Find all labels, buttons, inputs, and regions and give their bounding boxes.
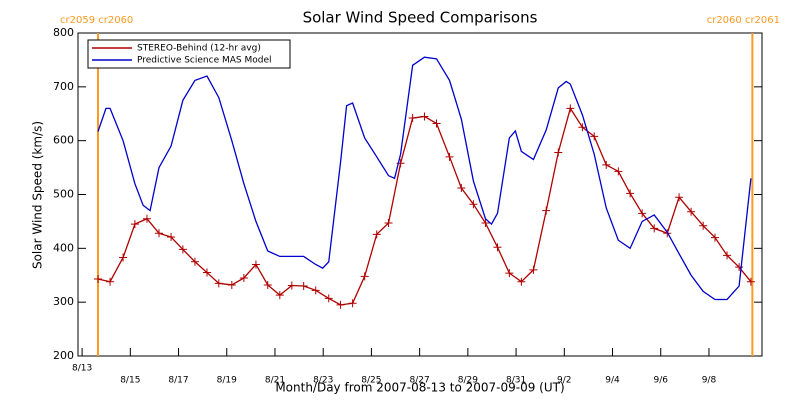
data-point [311,286,320,295]
x-tick-label: 8/19 [217,376,237,386]
data-point [106,277,115,286]
plot-frame [77,32,763,357]
x-tick-label: 9/8 [702,376,717,386]
data-point [384,219,393,228]
y-tick-label: 500 [53,188,74,201]
data-point [299,282,308,291]
data-point [710,233,719,242]
data-point [94,275,103,284]
data-point [542,206,551,215]
x-tick-label: 9/2 [557,376,571,386]
x-tick-label: 8/21 [265,376,285,386]
data-point [155,229,164,238]
data-point [142,214,151,223]
data-point [481,219,490,228]
data-point [723,251,732,260]
data-point [202,268,211,277]
data-point [675,193,684,202]
x-axis-label: Month/Day from 2007-08-13 to 2007-09-09 … [275,381,564,395]
y-tick-label: 700 [53,80,74,93]
x-tick-label: 8/15 [120,376,140,386]
data-point [457,184,466,193]
data-point [505,269,514,278]
legend-label: STEREO-Behind (12-hr avg) [137,44,261,54]
data-point [493,243,502,252]
data-point [469,200,478,209]
data-point [590,132,599,141]
data-point [372,230,381,239]
data-point [517,277,526,286]
data-point [287,281,296,290]
x-tick-label: 8/23 [313,376,333,386]
data-point [348,299,357,308]
data-point [420,112,429,121]
data-point [626,189,635,198]
series-line [97,56,752,301]
data-point [190,257,199,266]
data-point [638,209,647,218]
y-tick-label: 600 [53,134,74,147]
data-point [445,152,454,161]
data-point [119,253,128,262]
x-tick-label: 9/4 [605,376,620,386]
data-point [408,114,417,123]
y-tick-label: 200 [53,349,74,362]
data-point [227,280,236,289]
data-point [566,104,575,113]
x-tick-label: 8/27 [410,376,430,386]
data-point [650,224,659,233]
data-point [554,148,563,157]
data-point [275,291,284,300]
data-point [214,279,223,288]
y-tick-label: 400 [53,241,74,254]
data-point [699,221,708,230]
x-tick-label: 8/17 [168,376,188,386]
legend-box [87,39,291,69]
data-point [360,272,369,281]
data-point [614,167,623,176]
data-point [578,123,587,132]
data-point [336,300,345,309]
data-point [263,280,272,289]
data-point [239,273,248,282]
data-point [687,207,696,216]
x-tick-label: 8/29 [458,376,478,386]
legend-label: Predictive Science MAS Model [137,56,272,66]
x-tick-label: 8/13 [72,364,92,374]
boundary-label: cr2060 cr2061 [707,15,780,26]
y-tick-label: 300 [53,295,74,308]
boundary-label: cr2059 cr2060 [60,15,133,26]
data-point [432,119,441,128]
data-point [324,294,333,303]
x-tick-label: 8/31 [506,376,526,386]
y-axis-label: Solar Wind Speed (km/s) [31,121,45,269]
data-point [529,265,538,274]
data-point [178,245,187,254]
data-point [602,160,611,169]
x-tick-label: 9/6 [653,376,668,386]
data-point [251,260,260,269]
data-point [130,220,139,229]
y-tick-label: 800 [53,26,74,39]
chart-title: Solar Wind Speed Comparisons [303,9,538,27]
series-line [97,106,752,306]
data-point [167,233,176,242]
data-point [746,277,755,286]
x-tick-label: 8/25 [361,376,381,386]
